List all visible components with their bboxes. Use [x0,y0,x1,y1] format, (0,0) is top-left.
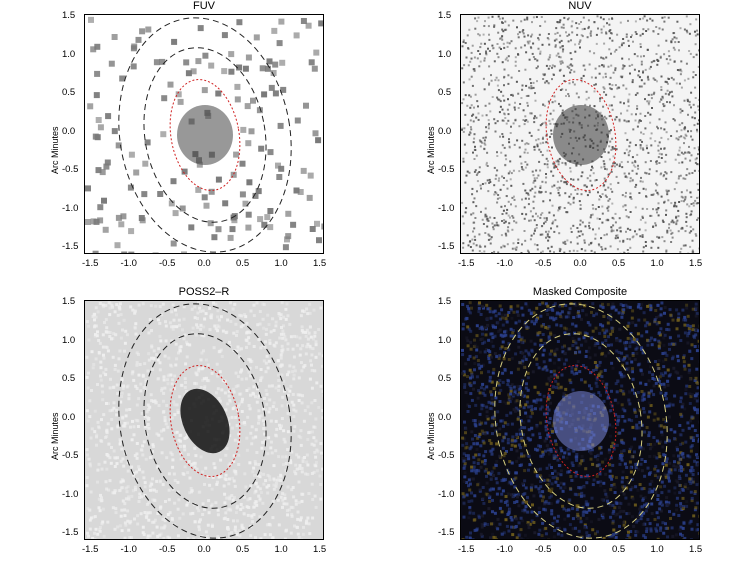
x-tick-label: 0.0 [573,258,587,269]
y-tick-label: -0.5 [438,164,455,175]
x-tick-label: -1.5 [82,258,99,269]
x-tick-label: 0.0 [197,258,211,269]
y-tick-label: -1.0 [62,488,79,500]
x-tick-label: 1.0 [650,258,664,269]
x-tick-label: 0.0 [573,544,587,555]
x-tick-label: -1.0 [120,544,137,555]
y-tick-label: 0.0 [62,125,76,137]
x-tick-label: 1.0 [274,544,288,555]
y-axis-label: Arc Minutes [50,412,60,460]
y-tick-label: -0.5 [62,164,79,175]
y-tick-label: 1.5 [62,10,76,21]
x-tick-label: 1.5 [313,258,327,269]
y-tick-label: 0.0 [62,411,76,423]
x-tick-label: -1.0 [120,258,137,269]
x-tick-label: -0.5 [535,258,552,269]
y-tick-label: 0.5 [62,373,76,384]
y-tick-label: -1.0 [438,488,455,500]
y-tick-label: -0.5 [62,450,79,461]
x-tick-label: 0.5 [236,544,250,555]
image-nuv [460,14,700,254]
image-comp [460,300,700,540]
x-tick-label: 0.5 [612,258,626,269]
y-tick-label: 1.5 [438,296,452,307]
x-tick-label: 0.5 [236,258,250,269]
panel-title: NUV [568,0,592,12]
y-axis-label: Arc Minutes [426,412,436,460]
y-tick-label: -1.5 [62,527,79,538]
x-tick-label: -1.5 [82,544,99,555]
y-tick-label: -1.0 [438,202,455,214]
x-tick-label: 0.0 [197,544,211,555]
y-tick-label: 1.0 [438,334,452,346]
x-tick-label: -1.5 [458,258,475,269]
y-tick-label: -0.5 [438,450,455,461]
y-axis-label: Arc Minutes [50,126,60,174]
panel-title: POSS2–R [178,286,230,298]
x-tick-label: 1.5 [689,258,703,269]
y-tick-label: 0.5 [62,87,76,98]
x-tick-label: 1.0 [650,544,664,555]
y-tick-label: 0.5 [438,373,452,384]
y-tick-label: -1.0 [62,202,79,214]
y-tick-label: 1.5 [62,296,76,307]
x-tick-label: 1.5 [313,544,327,555]
x-tick-label: 0.5 [612,544,626,555]
y-tick-label: 1.5 [438,10,452,21]
x-tick-label: -0.5 [159,544,176,555]
panel-title: Masked Composite [532,286,628,298]
y-tick-label: -1.5 [62,241,79,252]
y-tick-label: 1.0 [62,48,76,60]
y-tick-label: 1.0 [62,334,76,346]
y-tick-label: -1.5 [438,527,455,538]
panel-title: FUV [193,0,215,12]
x-tick-label: 1.0 [274,258,288,269]
x-tick-label: -1.0 [496,258,513,269]
x-tick-label: 1.5 [689,544,703,555]
image-poss [84,300,324,540]
x-tick-label: -0.5 [159,258,176,269]
y-tick-label: 1.0 [438,48,452,60]
x-tick-label: -1.0 [496,544,513,555]
y-tick-label: -1.5 [438,241,455,252]
x-tick-label: -0.5 [535,544,552,555]
y-tick-label: 0.5 [438,87,452,98]
x-tick-label: -1.5 [458,544,475,555]
image-fuv [84,14,324,254]
y-axis-label: Arc Minutes [426,126,436,174]
y-tick-label: 0.0 [438,411,452,423]
y-tick-label: 0.0 [438,125,452,137]
